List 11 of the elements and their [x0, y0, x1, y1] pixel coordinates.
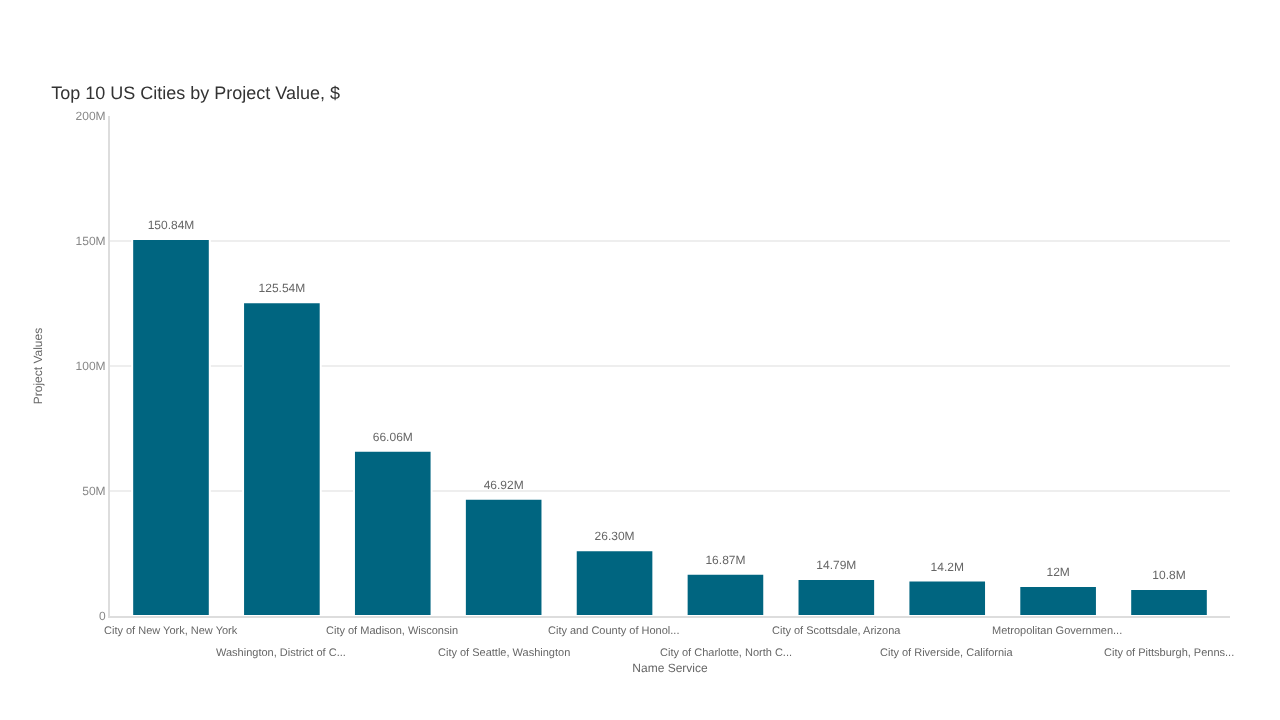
bar: [1018, 585, 1098, 616]
bar: [796, 578, 877, 616]
bar: [1129, 588, 1209, 616]
bar: [685, 572, 766, 616]
bar: [131, 237, 211, 616]
bar: [907, 579, 988, 616]
chart-title: Top 10 US Cities by Project Value, $: [51, 83, 341, 103]
bar: [574, 549, 655, 616]
bar: [352, 449, 433, 616]
bar: [463, 497, 544, 616]
bar: [242, 301, 322, 616]
